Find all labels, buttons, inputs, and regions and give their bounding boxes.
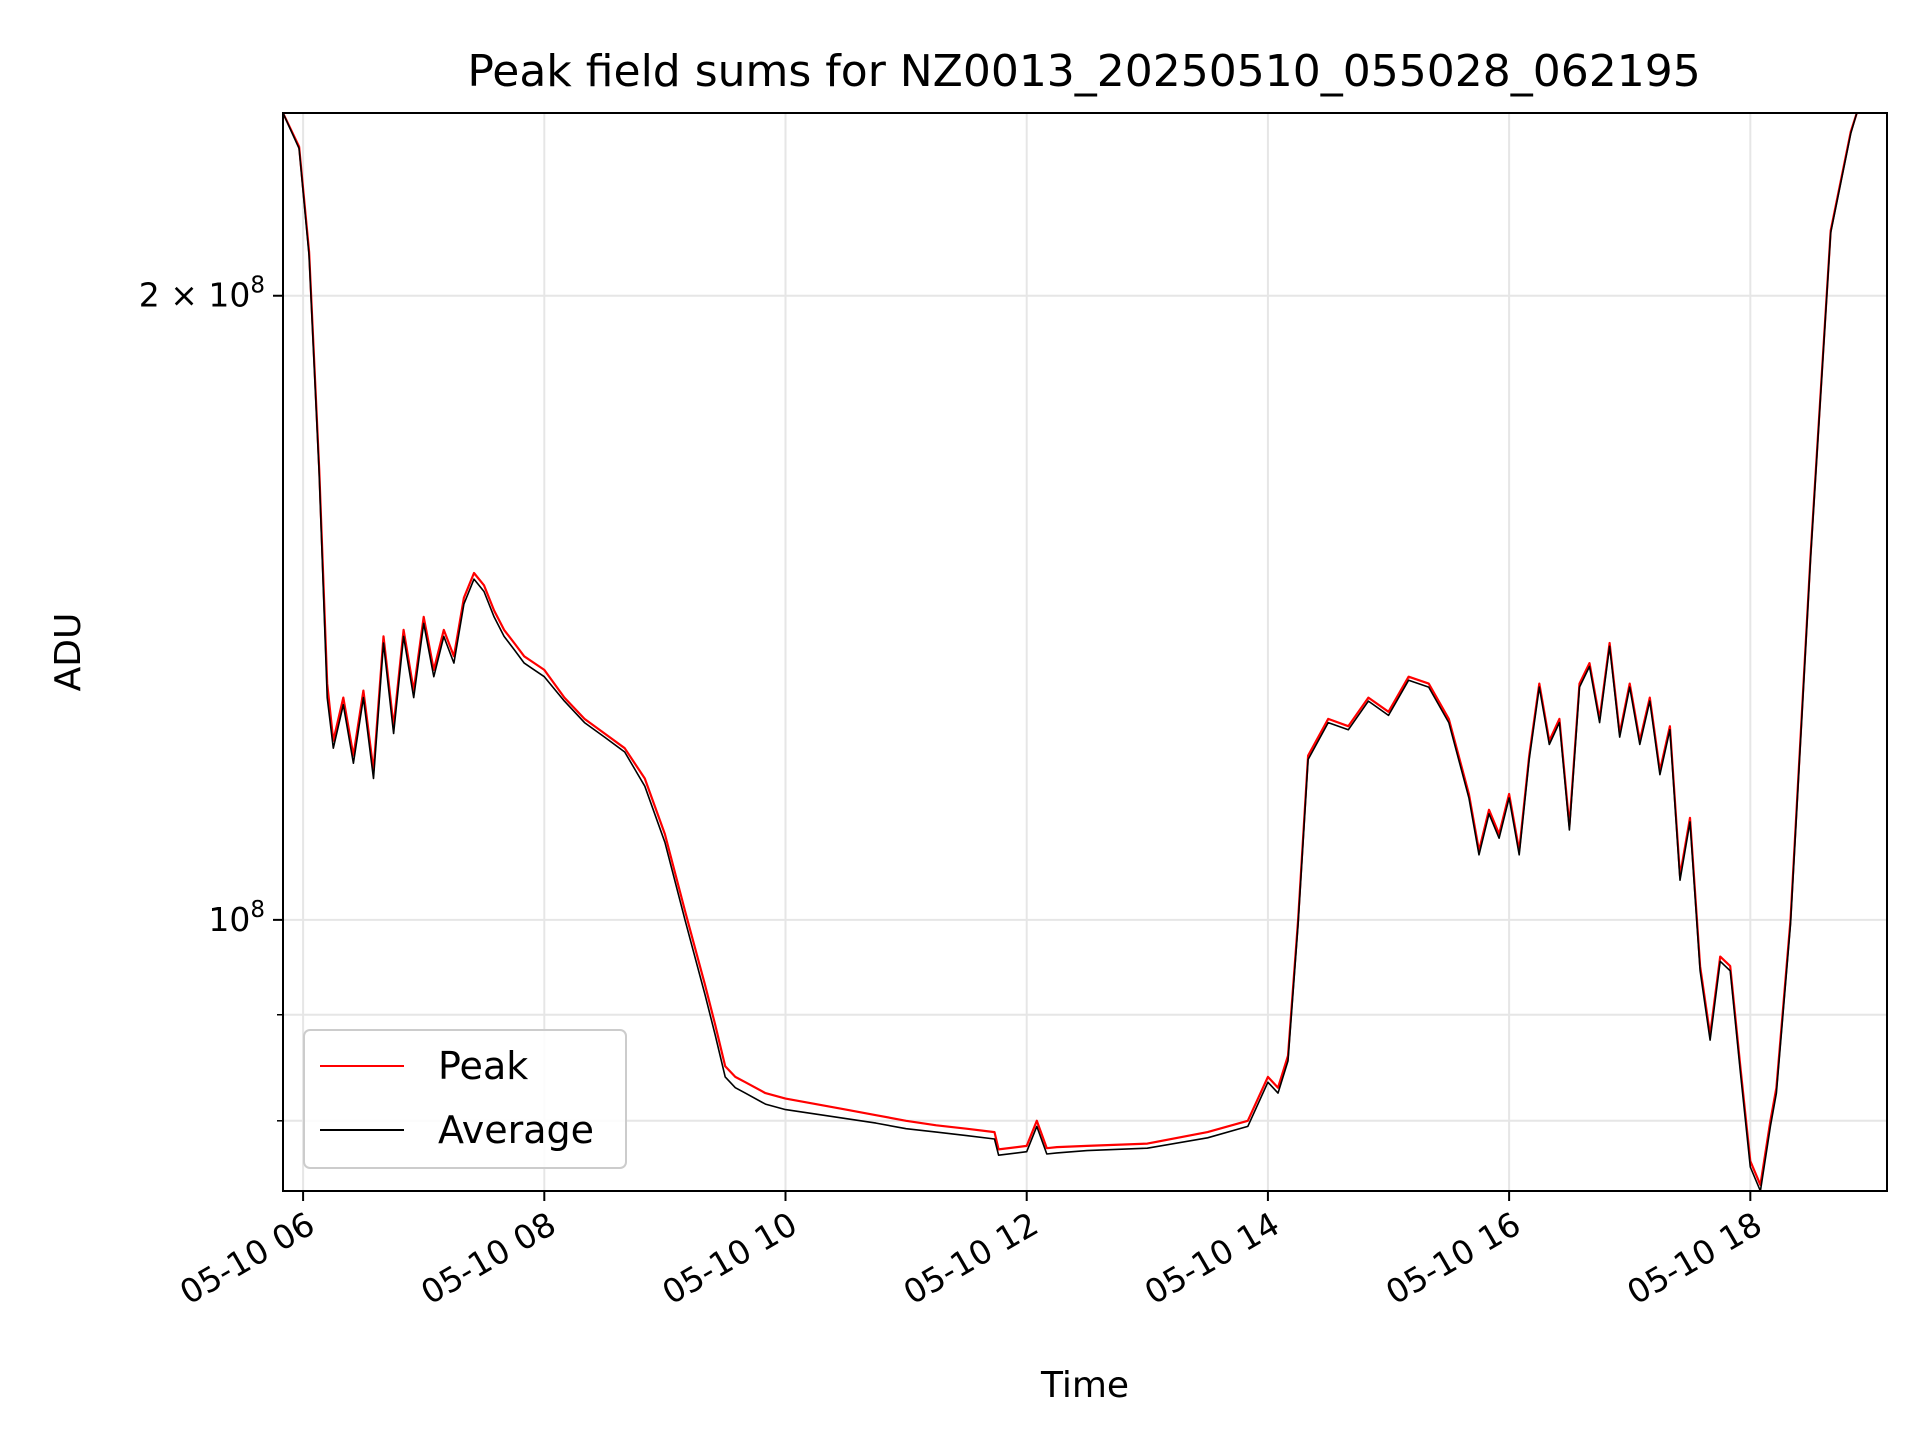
x-axis-label: Time [1040,1365,1129,1406]
chart-title: Peak field sums for NZ0013_20250510_0550… [467,46,1700,97]
legend-box [303,1029,627,1169]
plot-frame [282,112,1888,1192]
plot-lines [283,113,1858,1191]
series-line-average [283,113,1858,1191]
y-tick-label: 2 × 108 [139,273,265,315]
legend: Peak Average [303,1029,627,1169]
grid [283,113,1887,1191]
y-axis-label: ADU [48,613,89,692]
y-tick-label: 108 [208,897,265,939]
legend-label-average: Average [438,1108,594,1152]
y-axis: 2 × 108 108 [139,273,283,1122]
legend-label-peak: Peak [438,1044,528,1088]
